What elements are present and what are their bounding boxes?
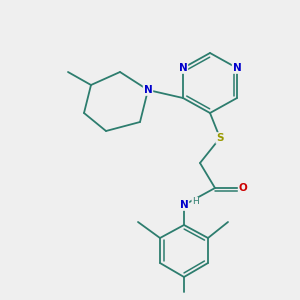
Text: S: S [216,133,224,143]
Text: N: N [180,200,188,210]
Text: H: H [192,197,199,206]
Text: N: N [178,63,188,73]
Text: N: N [232,63,242,73]
Text: N: N [144,85,152,95]
Text: O: O [238,183,247,193]
